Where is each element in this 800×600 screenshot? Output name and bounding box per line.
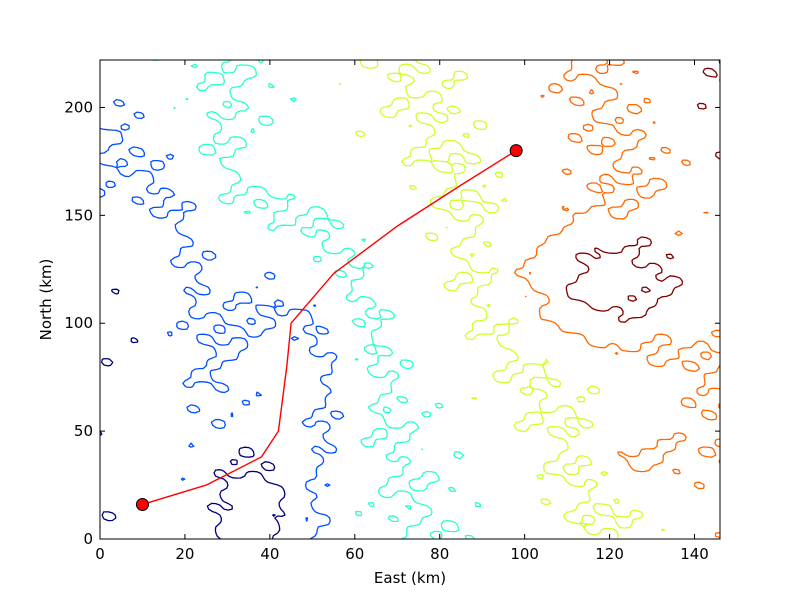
y-tick-label: 150	[64, 206, 93, 224]
y-tick-label: 200	[64, 98, 93, 116]
route-start-marker	[135, 497, 149, 511]
contour-level-6	[565, 60, 720, 323]
x-tick-label: 20	[175, 545, 194, 563]
contour-lines	[100, 60, 720, 539]
y-tick-label: 0	[83, 530, 93, 548]
y-tick-label: 100	[64, 314, 93, 332]
plot-frame	[99, 59, 721, 540]
route-layer	[142, 150, 517, 506]
x-tick-label: 40	[260, 545, 279, 563]
route-end-marker	[509, 144, 523, 158]
x-tick-label: 60	[345, 545, 364, 563]
contour-level-1	[100, 288, 286, 539]
contour-level-5	[514, 60, 720, 539]
y-axis-label: North (km)	[37, 259, 55, 341]
axis-ticks: 0 20 40 60 80 100 120 140 0 50 100 150 200	[64, 60, 720, 563]
x-axis-label: East (km)	[374, 569, 446, 587]
x-tick-label: 100	[510, 545, 539, 563]
x-tick-label: 80	[430, 545, 449, 563]
y-tick-label: 50	[74, 422, 93, 440]
x-tick-label: 120	[595, 545, 624, 563]
x-tick-label: 0	[95, 545, 105, 563]
contour-level-4	[338, 60, 666, 539]
x-tick-label: 140	[680, 545, 709, 563]
route-line	[142, 150, 517, 506]
